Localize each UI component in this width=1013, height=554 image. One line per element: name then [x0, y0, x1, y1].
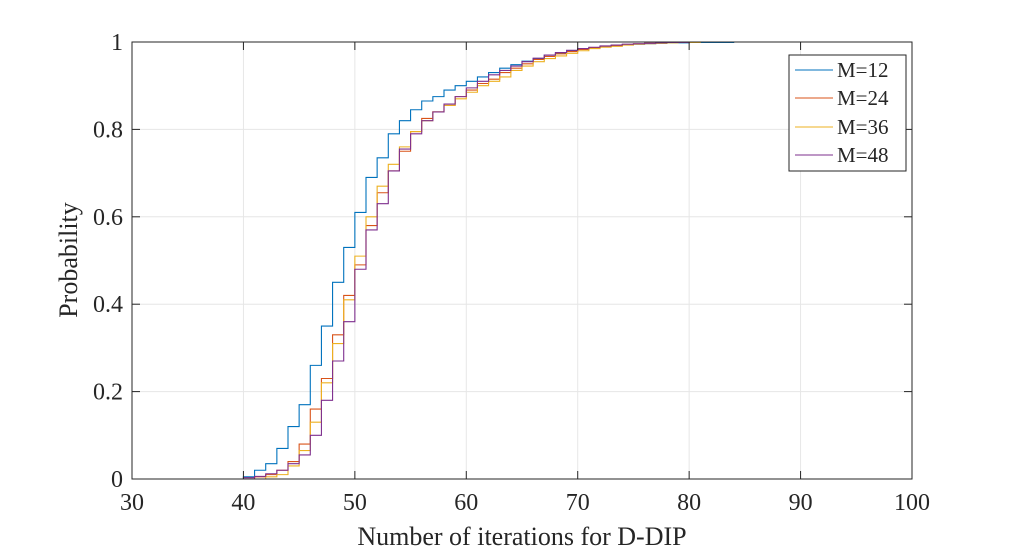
y-tick-label: 1	[111, 30, 123, 56]
legend: M=12 M=24 M=36 M=48	[788, 54, 907, 172]
plot-frame	[131, 41, 913, 480]
legend-label-m24: M=24	[837, 86, 889, 110]
axis-ticks: 30 40 50 60 70 80 90 100 0 0.2 0.4 0.6 0.8 1	[93, 30, 930, 516]
x-tick-label: 60	[454, 490, 478, 516]
legend-label-m48: M=48	[837, 143, 889, 167]
x-tick-label: 100	[894, 490, 930, 516]
x-tick-label: 70	[566, 490, 590, 516]
x-tick-label: 80	[677, 490, 701, 516]
x-tick-label: 90	[789, 490, 813, 516]
y-tick-label: 0.6	[93, 205, 123, 231]
legend-label-m36: M=36	[837, 115, 889, 139]
legend-label-m12: M=12	[837, 58, 889, 82]
plot-background	[132, 42, 912, 479]
legend-box	[788, 54, 907, 172]
x-tick-label: 30	[120, 490, 144, 516]
x-tick-label: 40	[231, 490, 255, 516]
y-tick-label: 0.8	[93, 117, 123, 143]
y-tick-label: 0.4	[93, 292, 123, 318]
x-axis-label: Number of iterations for D-DIP	[357, 522, 686, 551]
x-tick-label: 50	[343, 490, 367, 516]
y-tick-label: 0	[111, 467, 123, 493]
y-axis-label: Probability	[54, 202, 83, 318]
y-tick-label: 0.2	[93, 380, 123, 406]
